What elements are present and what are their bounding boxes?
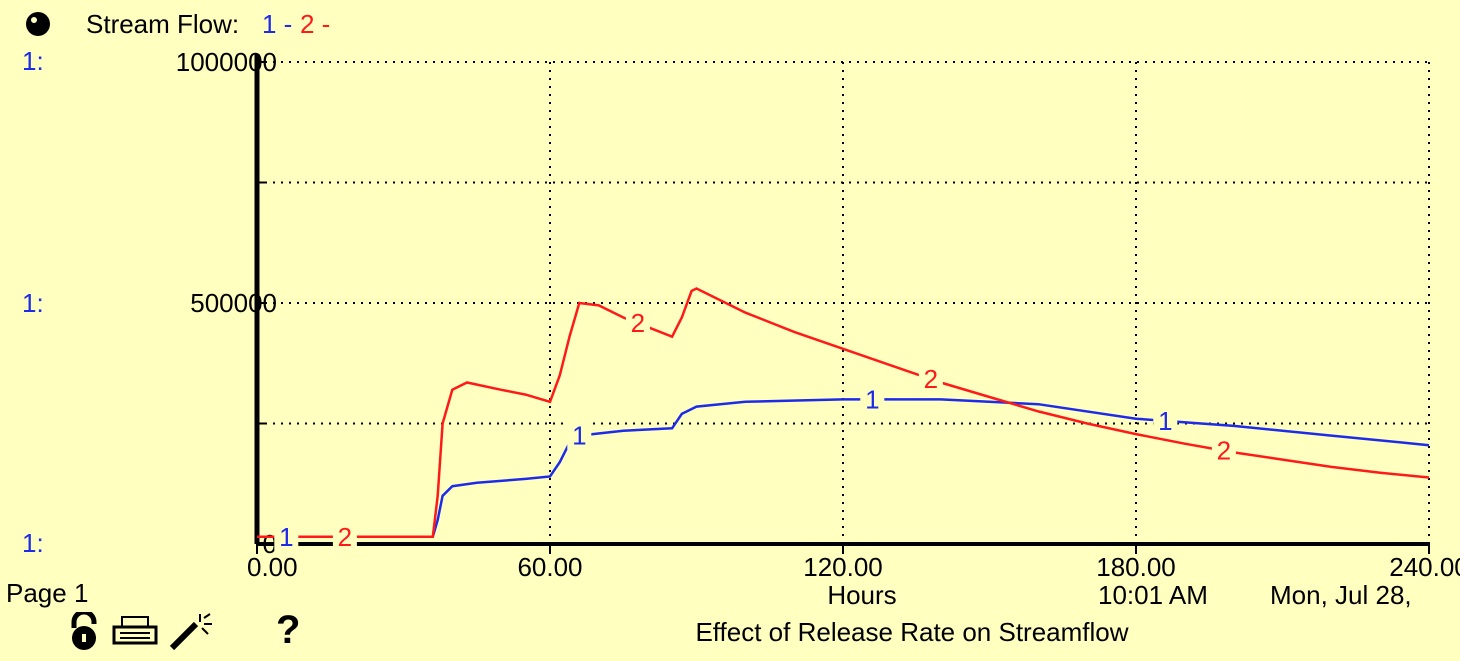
series-marker-1: 1 <box>1158 406 1172 436</box>
series-marker-1: 1 <box>572 421 586 451</box>
status-date: Mon, Jul 28, <box>1270 580 1412 610</box>
x-tick-label: 240.00 <box>1389 552 1460 582</box>
grid <box>257 61 1430 544</box>
printer-icon[interactable] <box>112 615 158 654</box>
legend-series-2: 2 - <box>300 9 330 39</box>
x-tick-label: 0.00 <box>247 552 298 582</box>
series-marker-2: 2 <box>1217 436 1231 466</box>
status-time: 10:01 AM <box>1098 580 1208 610</box>
series-marker-bg <box>625 309 650 338</box>
chart-title: Effect of Release Rate on Streamflow <box>695 617 1128 647</box>
legend-series-1: 1 - <box>262 9 292 39</box>
series-marker-1: 1 <box>865 384 879 414</box>
series-marker-bg <box>332 522 357 551</box>
y-axis-prefix-bottom: 1: <box>22 528 44 558</box>
magic-wand-icon[interactable] <box>168 612 212 657</box>
series-marker-2: 2 <box>338 522 352 552</box>
x-tick-label: 180.00 <box>1096 552 1176 582</box>
y-tick-label: 1000000 <box>176 47 277 77</box>
y-tick-label: 500000 <box>190 288 277 318</box>
series-line-2 <box>257 287 1430 539</box>
x-tick-label: 120.00 <box>803 552 883 582</box>
series-line-1 <box>257 398 1430 539</box>
series-marker-1: 1 <box>279 522 293 552</box>
x-tick-label: 60.00 <box>517 552 582 582</box>
page-label[interactable]: Page 1 <box>6 578 89 608</box>
series-marker-bg <box>1153 406 1178 435</box>
help-button[interactable]: ? <box>276 608 301 652</box>
graph-pad-icon-highlight <box>31 17 37 23</box>
series-marker-bg <box>860 385 885 414</box>
legend: Stream Flow: 1 - 2 - <box>26 9 330 39</box>
graph-pad-icon[interactable] <box>26 12 50 36</box>
series-lines <box>257 287 1430 539</box>
series-marker-bg <box>918 365 943 394</box>
series-marker-bg <box>274 522 299 551</box>
axes <box>254 54 1430 554</box>
x-axis-label: Hours <box>827 580 896 610</box>
y-axis-prefix-mid: 1: <box>22 288 44 318</box>
lock-icon[interactable] <box>66 609 102 657</box>
series-marker-bg <box>567 421 592 450</box>
y-axis-prefix-top: 1: <box>22 46 44 76</box>
series-marker-2: 2 <box>924 364 938 394</box>
tick-labels: 0.0060.00120.00180.00240.000500000100000… <box>176 47 1460 582</box>
legend-title: Stream Flow: <box>86 9 239 39</box>
series-markers: 1 1 1 1 2 2 2 2 <box>274 308 1236 552</box>
series-marker-bg <box>1211 436 1236 465</box>
toolbar <box>66 609 212 657</box>
series-marker-2: 2 <box>631 308 645 338</box>
